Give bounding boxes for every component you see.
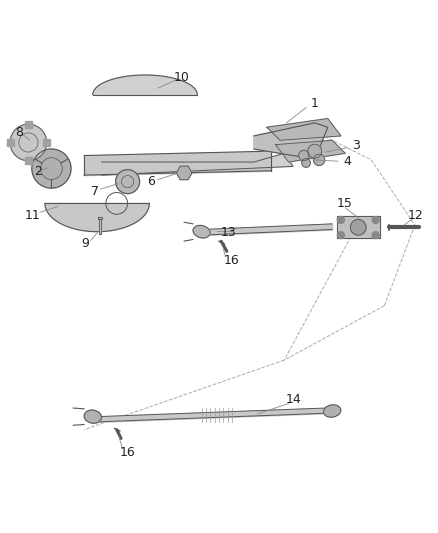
- Text: 7: 7: [91, 185, 99, 198]
- Polygon shape: [93, 75, 197, 94]
- Text: 12: 12: [408, 208, 424, 222]
- FancyBboxPatch shape: [43, 139, 50, 146]
- Text: 13: 13: [221, 226, 237, 239]
- FancyBboxPatch shape: [7, 139, 14, 146]
- Text: 6: 6: [148, 175, 155, 188]
- Ellipse shape: [324, 405, 341, 417]
- Circle shape: [308, 144, 322, 158]
- Polygon shape: [254, 123, 328, 158]
- Text: 10: 10: [174, 71, 190, 84]
- Text: 16: 16: [223, 254, 239, 267]
- Polygon shape: [98, 217, 102, 220]
- Circle shape: [10, 124, 47, 161]
- Circle shape: [299, 150, 309, 161]
- Polygon shape: [45, 204, 149, 232]
- FancyBboxPatch shape: [25, 120, 32, 128]
- FancyBboxPatch shape: [25, 157, 32, 164]
- Text: 11: 11: [25, 208, 41, 222]
- Ellipse shape: [84, 410, 102, 423]
- Text: 14: 14: [286, 393, 302, 406]
- Text: 16: 16: [120, 446, 135, 459]
- Circle shape: [337, 216, 344, 223]
- Text: 8: 8: [15, 126, 23, 139]
- Circle shape: [314, 154, 325, 166]
- Ellipse shape: [116, 169, 140, 193]
- Circle shape: [372, 232, 379, 239]
- Text: 3: 3: [352, 140, 360, 152]
- Polygon shape: [267, 118, 341, 140]
- Text: 9: 9: [81, 237, 89, 251]
- Text: 2: 2: [35, 165, 42, 178]
- Circle shape: [337, 232, 344, 239]
- Text: 15: 15: [336, 197, 352, 210]
- Ellipse shape: [193, 225, 210, 238]
- Polygon shape: [177, 166, 192, 180]
- Polygon shape: [276, 140, 345, 162]
- Polygon shape: [99, 220, 101, 234]
- Circle shape: [350, 220, 366, 235]
- Text: 1: 1: [311, 97, 319, 110]
- Polygon shape: [102, 154, 293, 175]
- Circle shape: [32, 149, 71, 188]
- Circle shape: [302, 158, 311, 167]
- Text: 4: 4: [343, 155, 351, 168]
- Polygon shape: [336, 216, 380, 238]
- Circle shape: [372, 216, 379, 223]
